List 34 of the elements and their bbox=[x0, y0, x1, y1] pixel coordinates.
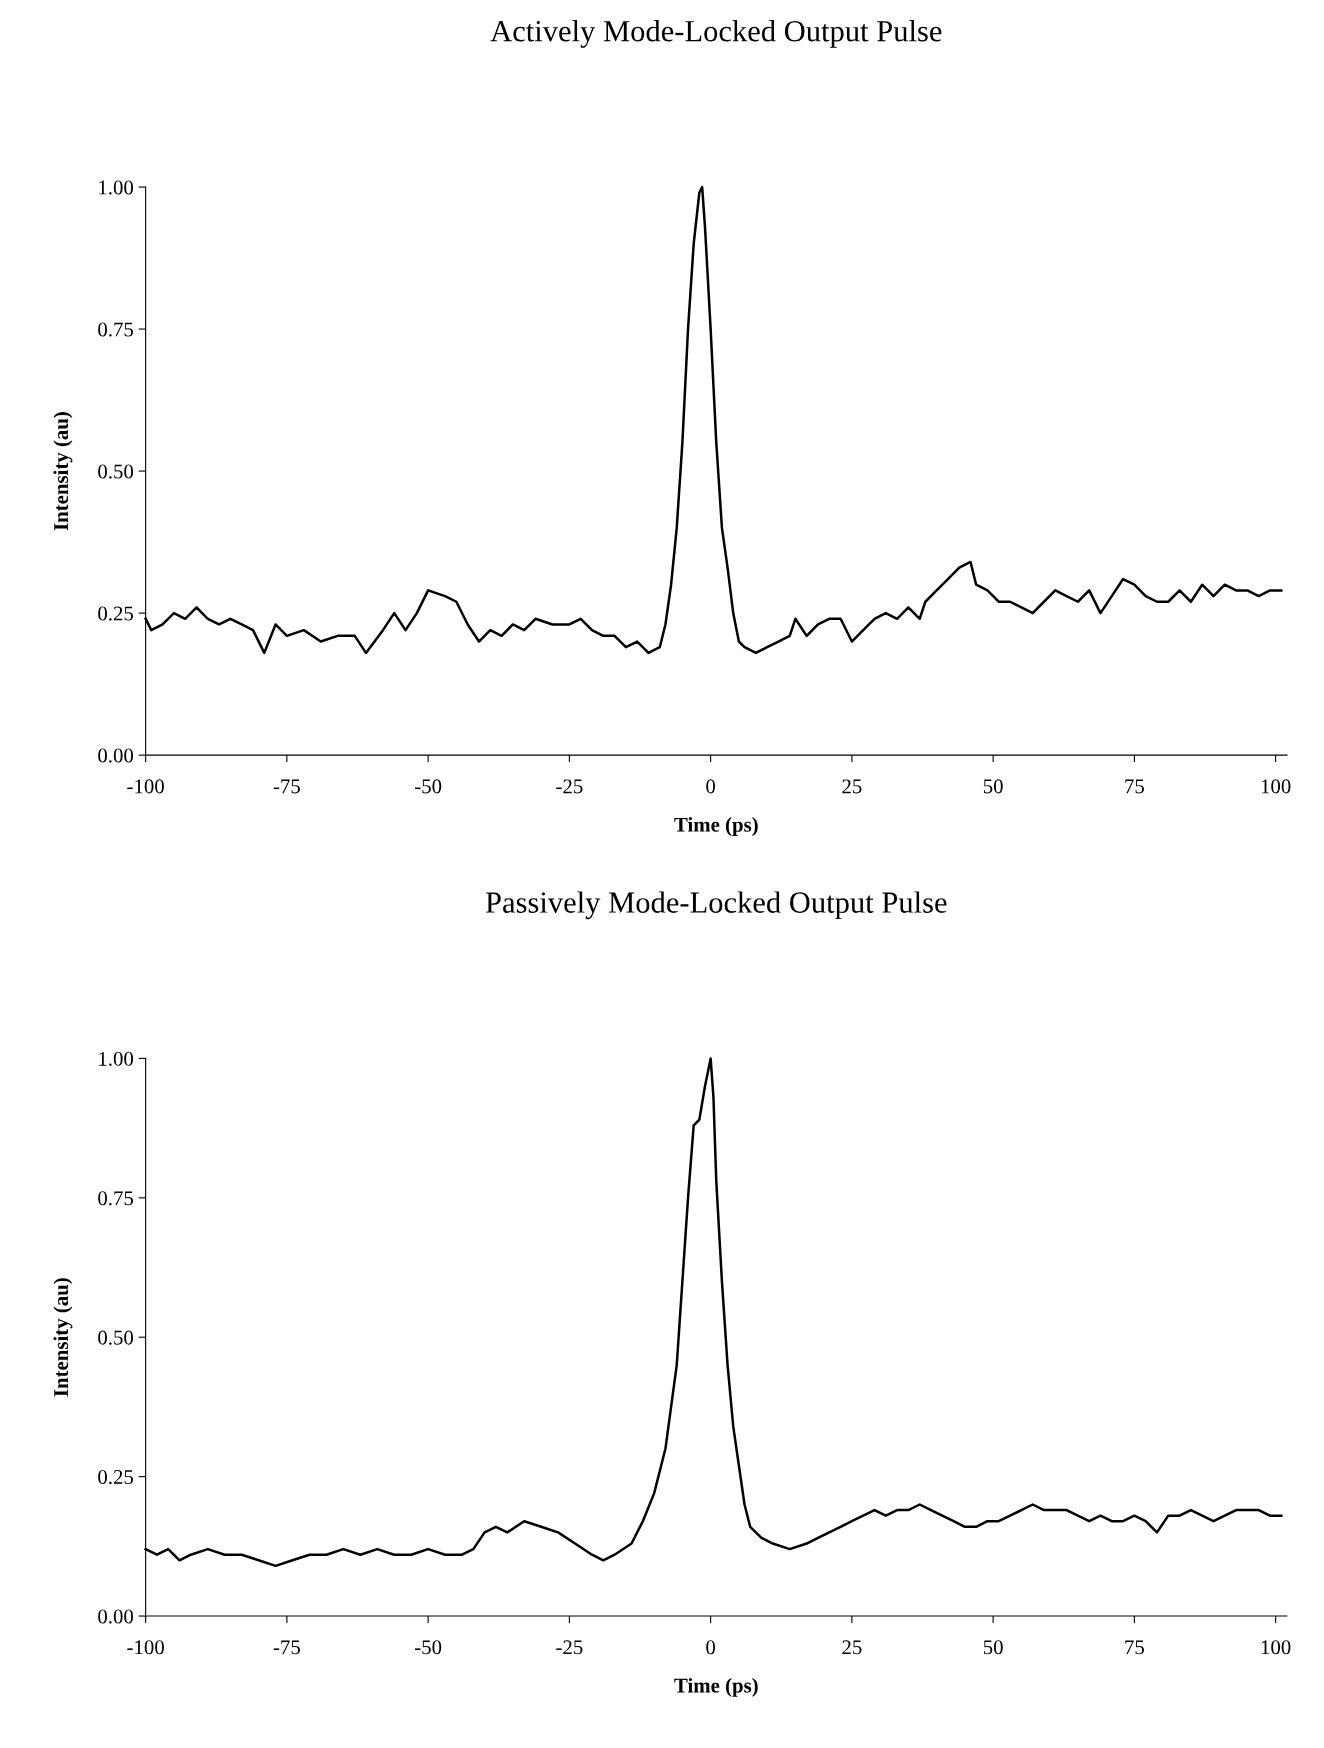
y-tick-label: 1.00 bbox=[99, 1051, 134, 1066]
x-axis-title: Time (ps) bbox=[674, 1677, 758, 1697]
chart-title: Actively Mode-Locked Output Pulse bbox=[490, 20, 942, 48]
x-tick-label: 100 bbox=[1261, 779, 1291, 794]
x-tick-label: -25 bbox=[556, 779, 583, 794]
x-tick-label: 75 bbox=[1125, 779, 1144, 794]
y-tick-label: 0.50 bbox=[98, 464, 134, 479]
x-tick-label: -100 bbox=[127, 779, 164, 794]
x-tick-label: 25 bbox=[842, 1640, 862, 1655]
x-tick-label: 100 bbox=[1261, 1640, 1291, 1655]
x-tick-label: -75 bbox=[273, 1640, 300, 1655]
x-tick-label: -25 bbox=[556, 1640, 583, 1655]
x-tick-label: -50 bbox=[415, 779, 442, 794]
x-tick-label: -75 bbox=[273, 779, 300, 794]
x-tick-label: 0 bbox=[706, 1640, 716, 1655]
y-tick-label: 1.00 bbox=[99, 180, 134, 195]
x-tick-label: 0 bbox=[706, 779, 716, 794]
y-axis-title: Intensity (au) bbox=[53, 1278, 73, 1397]
y-axis-title: Intensity (au) bbox=[53, 412, 73, 531]
x-tick-label: 50 bbox=[983, 1640, 1003, 1655]
y-tick-label: 0.00 bbox=[98, 1609, 134, 1624]
y-tick-label: 0.25 bbox=[98, 1470, 134, 1485]
y-tick-label: 0.75 bbox=[98, 1191, 134, 1206]
y-tick-label: 0.75 bbox=[98, 322, 134, 337]
chart-title: Passively Mode-Locked Output Pulse bbox=[485, 891, 947, 920]
x-axis-title: Time (ps) bbox=[674, 817, 758, 836]
y-tick-label: 0.00 bbox=[98, 748, 134, 763]
x-tick-label: 75 bbox=[1125, 1640, 1144, 1655]
y-tick-label: 0.25 bbox=[98, 606, 134, 621]
x-tick-label: 50 bbox=[983, 779, 1003, 794]
x-tick-label: -50 bbox=[415, 1640, 442, 1655]
y-tick-label: 0.50 bbox=[98, 1330, 134, 1345]
x-tick-label: 25 bbox=[842, 779, 862, 794]
x-tick-label: -100 bbox=[127, 1640, 164, 1655]
